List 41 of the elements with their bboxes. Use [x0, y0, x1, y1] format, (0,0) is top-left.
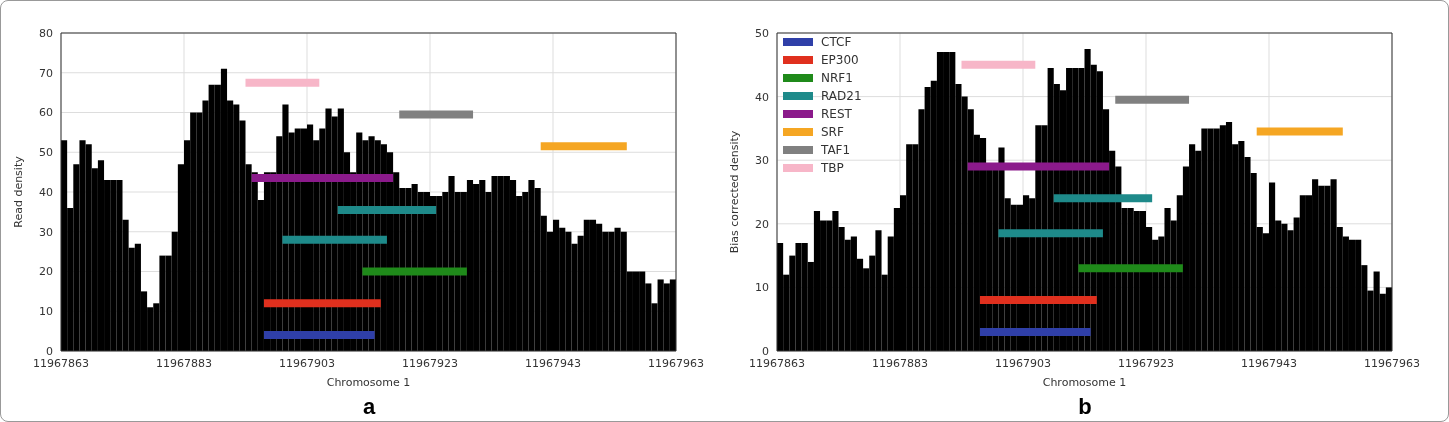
y-axis-title: Read density: [11, 155, 25, 228]
x-axis-title: Chromosome 1: [1042, 376, 1127, 389]
x-tick-label: 11967903: [995, 356, 1051, 370]
x-tick-label: 11967923: [1118, 356, 1174, 370]
legend-label: SRF: [821, 125, 844, 139]
y-axis-title: Bias corrected density: [727, 130, 741, 254]
y-tick-label: 80: [39, 26, 53, 40]
x-tick-label: 11967903: [279, 356, 335, 370]
legend-label: CTCF: [821, 35, 852, 49]
y-tick-label: 0: [762, 344, 769, 358]
legend-label: RAD21: [821, 89, 862, 103]
text: b: [1077, 394, 1093, 420]
y-tick-label: 0: [46, 344, 53, 358]
legend-label: TBP: [821, 161, 844, 175]
x-axis-title: Chromosome 1: [326, 376, 411, 389]
text: a: [361, 394, 377, 420]
y-tick-label: 20: [755, 217, 769, 231]
y-tick-label: 30: [755, 154, 769, 168]
x-tick-label: 11967943: [1241, 356, 1297, 370]
legend-label: TAF1: [821, 143, 851, 157]
y-tick-label: 10: [39, 305, 53, 319]
y-tick-label: 10: [755, 281, 769, 295]
x-tick-label: 11967963: [1364, 356, 1420, 370]
y-tick-label: 30: [39, 225, 53, 239]
y-tick-label: 40: [755, 90, 769, 104]
legend-label: EP300: [821, 53, 859, 67]
x-tick-label: 11967863: [33, 356, 89, 370]
y-tick-label: 50: [755, 26, 769, 40]
x-tick-label: 11967863: [749, 356, 805, 370]
x-tick-label: 11967883: [156, 356, 212, 370]
x-tick-label: 11967963: [648, 356, 704, 370]
x-tick-label: 11967883: [872, 356, 928, 370]
y-tick-label: 70: [39, 66, 53, 80]
y-tick-label: 60: [39, 106, 53, 120]
y-tick-label: 40: [39, 185, 53, 199]
legend-label: REST: [821, 107, 852, 121]
y-tick-label: 50: [39, 146, 53, 160]
legend-label: NRF1: [821, 71, 853, 85]
x-tick-label: 11967943: [525, 356, 581, 370]
x-tick-label: 11967923: [402, 356, 458, 370]
y-tick-label: 20: [39, 265, 53, 279]
